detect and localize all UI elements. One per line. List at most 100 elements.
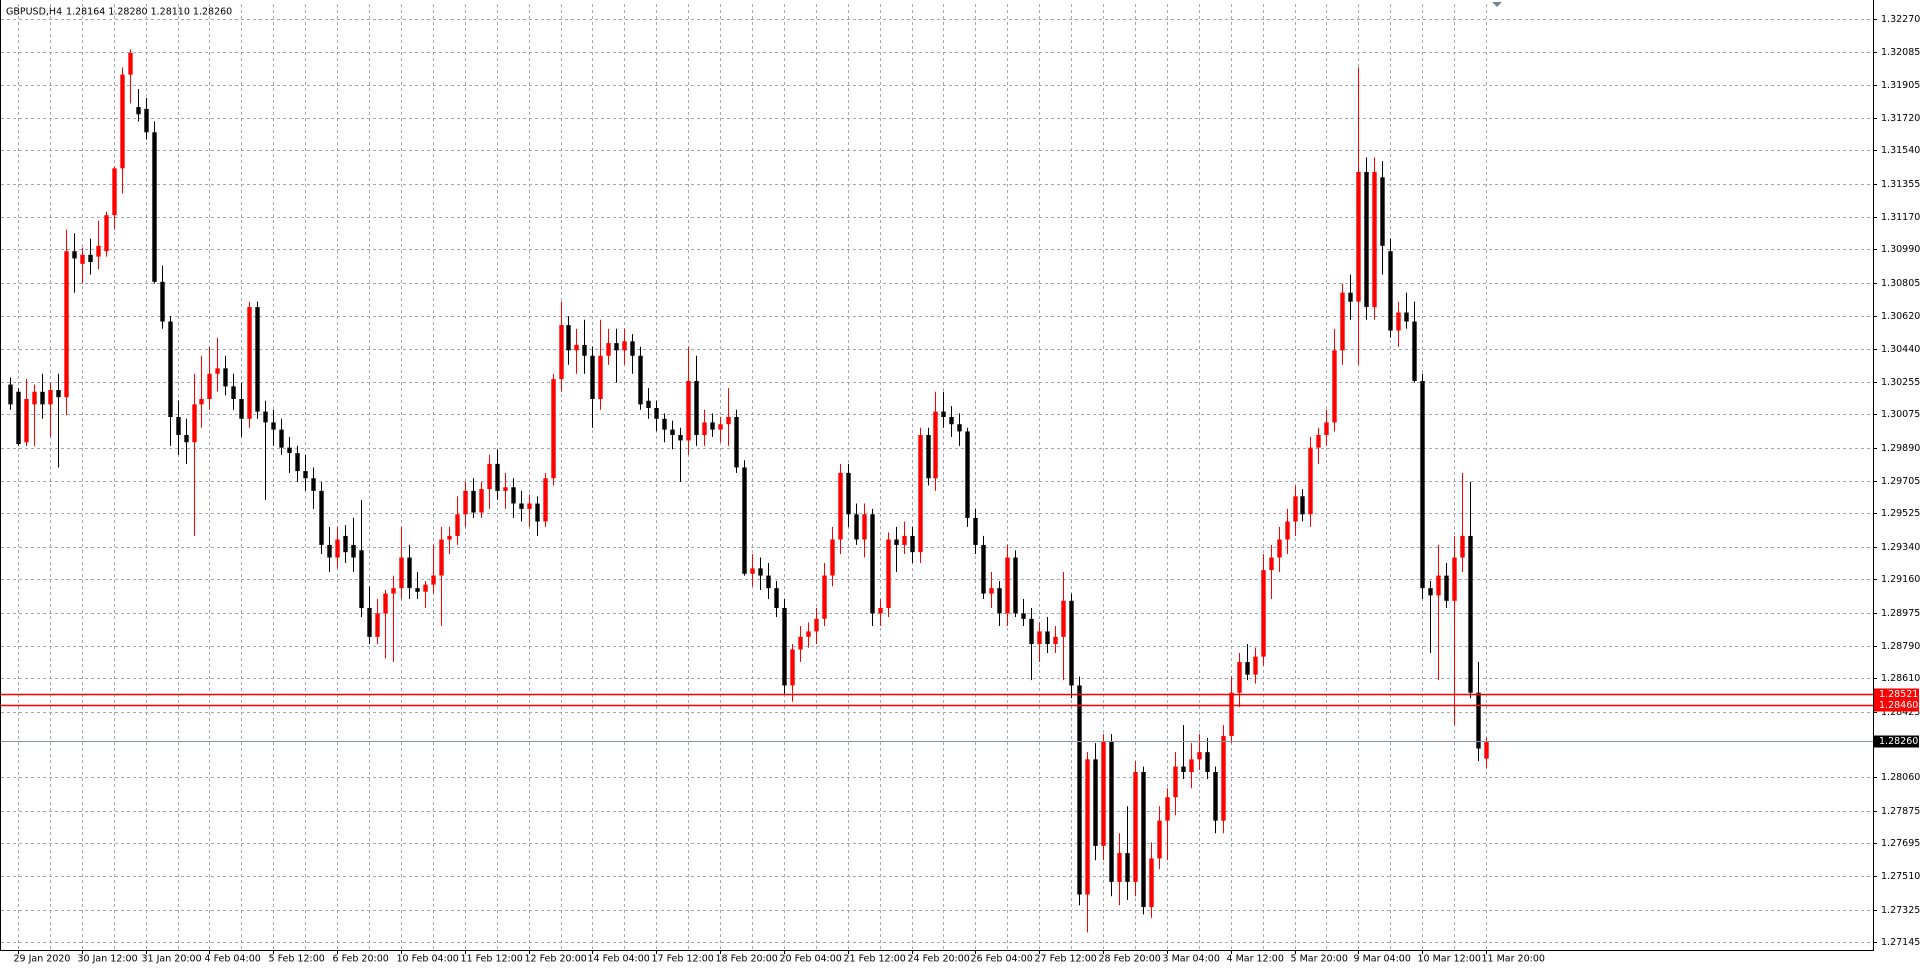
candle-body xyxy=(1277,539,1282,558)
x-tick-label: 3 Mar 04:00 xyxy=(1163,954,1220,965)
candle-body xyxy=(1053,636,1058,645)
candle-body xyxy=(1165,797,1170,821)
candle-body xyxy=(439,539,444,576)
candle-body xyxy=(1412,321,1417,381)
x-tick-label: 5 Mar 20:00 xyxy=(1291,954,1348,965)
candle-body xyxy=(1253,656,1258,675)
candle-body xyxy=(199,398,204,405)
candle-body xyxy=(1444,575,1449,601)
candle-body xyxy=(590,355,595,399)
candle-body xyxy=(782,607,787,686)
candle-body xyxy=(838,472,843,540)
x-tick-label: 5 Feb 12:00 xyxy=(269,954,325,965)
candle-body xyxy=(271,422,276,430)
candle-body xyxy=(487,463,492,490)
price-label: 1.28260 xyxy=(1879,736,1918,747)
candle-body xyxy=(1388,251,1393,331)
candle-body xyxy=(997,588,1002,614)
y-tick-label: 1.31540 xyxy=(1881,145,1920,156)
candle-body xyxy=(973,517,978,545)
candle-body xyxy=(351,544,356,558)
y-tick-label: 1.32085 xyxy=(1881,47,1920,58)
candle-body xyxy=(247,307,252,419)
candle-body xyxy=(223,368,228,387)
candle-body xyxy=(399,557,404,589)
candle-body xyxy=(1069,600,1074,686)
y-tick-label: 1.32270 xyxy=(1881,14,1920,25)
x-tick-label: 18 Feb 20:00 xyxy=(716,954,778,965)
x-tick-label: 4 Feb 04:00 xyxy=(205,954,261,965)
candle-body xyxy=(431,575,436,585)
candle-body xyxy=(798,636,803,650)
candle-body xyxy=(1133,771,1138,882)
y-tick-label: 1.27510 xyxy=(1881,871,1920,882)
candle-body xyxy=(574,344,579,351)
candle-body xyxy=(1420,380,1425,589)
candle-body xyxy=(638,355,643,405)
candle-body xyxy=(766,575,771,589)
candle-body xyxy=(854,514,859,540)
candle-body xyxy=(327,544,332,558)
candle-body xyxy=(375,613,380,637)
candle-body xyxy=(1285,521,1290,540)
candle-body xyxy=(72,251,77,259)
candle-body xyxy=(176,416,181,436)
candle-body xyxy=(1293,496,1298,522)
candle-body xyxy=(24,398,29,443)
candle-body xyxy=(311,478,316,491)
candle-body xyxy=(694,380,699,436)
candle-body xyxy=(1237,662,1242,693)
candle-body xyxy=(215,368,220,374)
candle-body xyxy=(702,422,707,436)
x-tick-label: 29 Jan 2020 xyxy=(14,954,71,965)
candle-body xyxy=(1221,735,1226,821)
x-tick-label: 27 Feb 12:00 xyxy=(1035,954,1097,965)
level-label: 1.28521 xyxy=(1879,689,1918,700)
candle-body xyxy=(1109,741,1114,882)
candle-body xyxy=(670,429,675,436)
candle-body xyxy=(423,584,428,592)
y-tick-label: 1.29340 xyxy=(1881,542,1920,553)
candle-body xyxy=(407,557,412,589)
x-tick-label: 20 Feb 04:00 xyxy=(780,954,842,965)
candle-body xyxy=(543,478,548,522)
candle-body xyxy=(40,391,45,405)
candle-body xyxy=(104,215,109,252)
x-tick-label: 6 Feb 20:00 xyxy=(333,954,389,965)
candle-body xyxy=(582,344,587,356)
candle-body xyxy=(902,535,907,545)
candle-body xyxy=(1348,292,1353,302)
candle-body xyxy=(391,588,396,594)
x-tick-label: 4 Mar 12:00 xyxy=(1227,954,1284,965)
candle-body xyxy=(1324,422,1329,436)
candle-body xyxy=(367,607,372,637)
candle-body xyxy=(287,447,292,454)
y-tick-label: 1.29160 xyxy=(1881,574,1920,585)
y-tick-label: 1.28790 xyxy=(1881,641,1920,652)
x-tick-label: 31 Jan 20:00 xyxy=(142,954,202,965)
y-tick-label: 1.27875 xyxy=(1881,806,1920,817)
candle-body xyxy=(1332,350,1337,423)
candle-body xyxy=(303,471,308,479)
candle-body xyxy=(128,53,133,75)
candle-body xyxy=(1141,771,1146,908)
candle-body xyxy=(734,416,739,468)
scroll-marker xyxy=(1492,2,1502,7)
x-tick-label: 21 Feb 12:00 xyxy=(844,954,906,965)
candle-body xyxy=(1197,752,1202,760)
candle-body xyxy=(1316,435,1321,448)
candle-body xyxy=(535,503,540,522)
candle-body xyxy=(870,514,875,614)
candle-body xyxy=(758,568,763,576)
axes: 1.32270 1.32085 1.31905 1.31720 1.31540 1.313… xyxy=(14,14,1920,965)
candle-body xyxy=(1077,685,1082,895)
y-tick-label: 1.31170 xyxy=(1881,212,1920,223)
y-tick-label: 1.29525 xyxy=(1881,508,1920,519)
candle-body xyxy=(112,168,117,216)
candles xyxy=(8,49,1489,933)
candle-body xyxy=(136,107,141,115)
candle-body xyxy=(32,391,37,405)
candle-body xyxy=(1460,535,1465,558)
candle-body xyxy=(319,490,324,545)
candle-body xyxy=(933,411,938,479)
